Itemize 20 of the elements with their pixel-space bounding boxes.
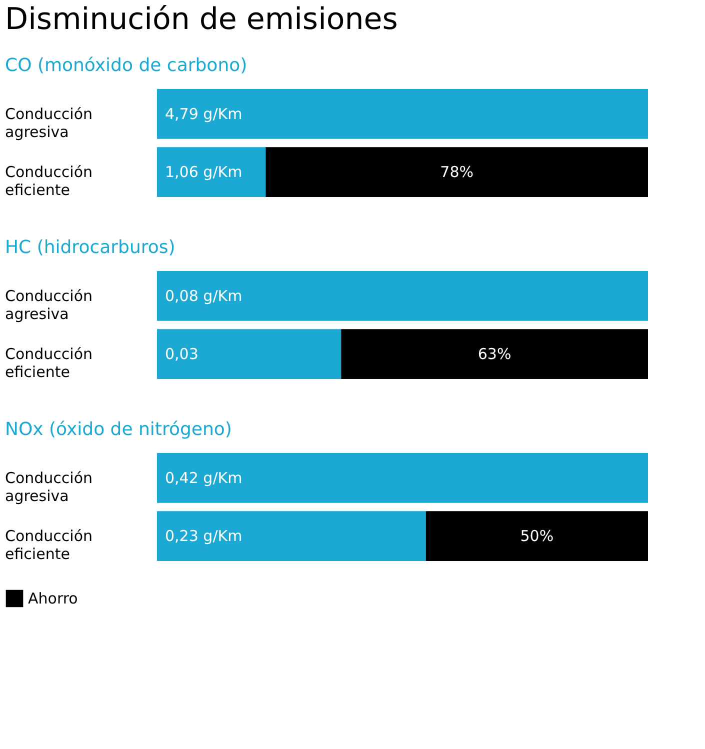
annotation: 63% <box>478 345 512 364</box>
data-label: 1,06 g/Km <box>165 163 242 182</box>
data-label: 4,79 g/Km <box>165 104 242 123</box>
legend-label: Ahorro <box>28 590 78 608</box>
category-label: Conducción agresiva <box>5 104 93 141</box>
data-label: 0,08 g/Km <box>165 286 242 305</box>
chart-title: Disminución de emisiones <box>5 2 398 37</box>
category-label: Conducción agresiva <box>5 286 93 323</box>
category-label: Conducción agresiva <box>5 468 93 505</box>
category-label: Conducción eficiente <box>5 345 93 382</box>
chart-title: NOx (óxido de nitrógeno) <box>5 419 232 440</box>
data-label: 0,03 <box>165 345 198 364</box>
data-label: 0,23 g/Km <box>165 527 242 546</box>
chart-subtitle: CO (monóxido de carbono) <box>5 55 248 76</box>
category-label: Conducción eficiente <box>5 527 93 564</box>
annotation: 50% <box>520 527 554 546</box>
chart-title: HC (hidrocarburos) <box>5 237 176 258</box>
data-label: 0,42 g/Km <box>165 468 242 487</box>
category-label: Conducción eficiente <box>5 163 93 200</box>
annotation: 78% <box>440 163 474 182</box>
